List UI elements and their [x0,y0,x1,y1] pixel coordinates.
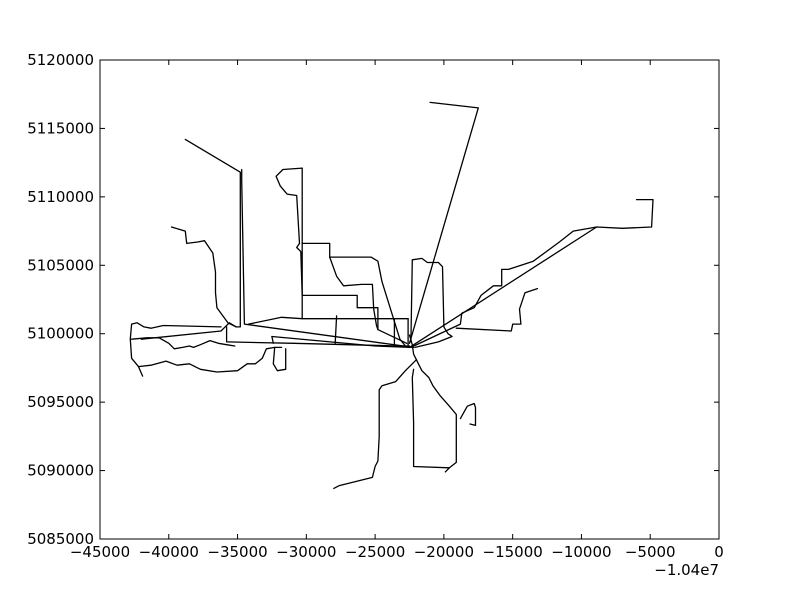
route-line-6 [301,242,407,347]
x-tick-label: −30000 [276,543,336,561]
axes-frame [99,59,720,540]
route-line-14 [130,322,222,329]
route-line-2 [140,138,241,340]
route-line-13 [129,323,144,377]
y-tick-label: 5085000 [27,530,94,548]
route-line-8 [170,226,237,328]
x-tick-label: −15000 [483,543,543,561]
x-tick-label: −25000 [345,543,405,561]
route-line-30 [459,402,477,427]
x-axis-ticks: −45000 −40000 −35000 −30000 −25000 −20000 −150… [70,60,724,561]
y-tick-label: 5095000 [27,393,94,411]
route-line-20 [271,335,411,349]
y-tick-label: 5100000 [27,325,94,343]
x-tick-label: −35000 [207,543,267,561]
route-line-9 [410,257,453,349]
route-line-3 [241,168,415,349]
route-line-28 [333,359,418,490]
x-tick-label: −40000 [139,543,199,561]
x-tick-label: −5000 [625,543,676,561]
route-line-11 [408,226,598,349]
route-line-29 [411,368,451,469]
y-tick-label: 5120000 [27,51,94,69]
y-tick-label: 5110000 [27,188,94,206]
route-line-5 [301,167,379,331]
route-lines [129,101,654,490]
route-line-16 [137,346,283,373]
y-tick-label: 5105000 [27,256,94,274]
y-tick-label: 5090000 [27,462,94,480]
route-line-12 [455,287,539,332]
route-line-15 [130,337,236,350]
route-line-26 [408,334,418,361]
x-axis-offset-label: −1.04e7 [654,561,719,579]
route-line-10 [410,198,654,349]
route-line-27 [415,359,457,473]
x-tick-label: 0 [714,543,724,561]
y-tick-label: 5115000 [27,119,94,137]
route-line-19 [225,341,411,347]
route-line-1 [408,101,479,344]
x-tick-label: −10000 [551,543,611,561]
y-axis-ticks: 5085000 5090000 5095000 5100000 5105000 51100… [27,51,719,548]
route-line-22 [334,315,338,344]
x-tick-label: −45000 [70,543,130,561]
route-line-17 [272,346,287,372]
route-line-7 [329,256,408,344]
x-tick-label: −20000 [414,543,474,561]
route-line-21 [271,335,274,344]
route-line-4 [247,167,303,325]
